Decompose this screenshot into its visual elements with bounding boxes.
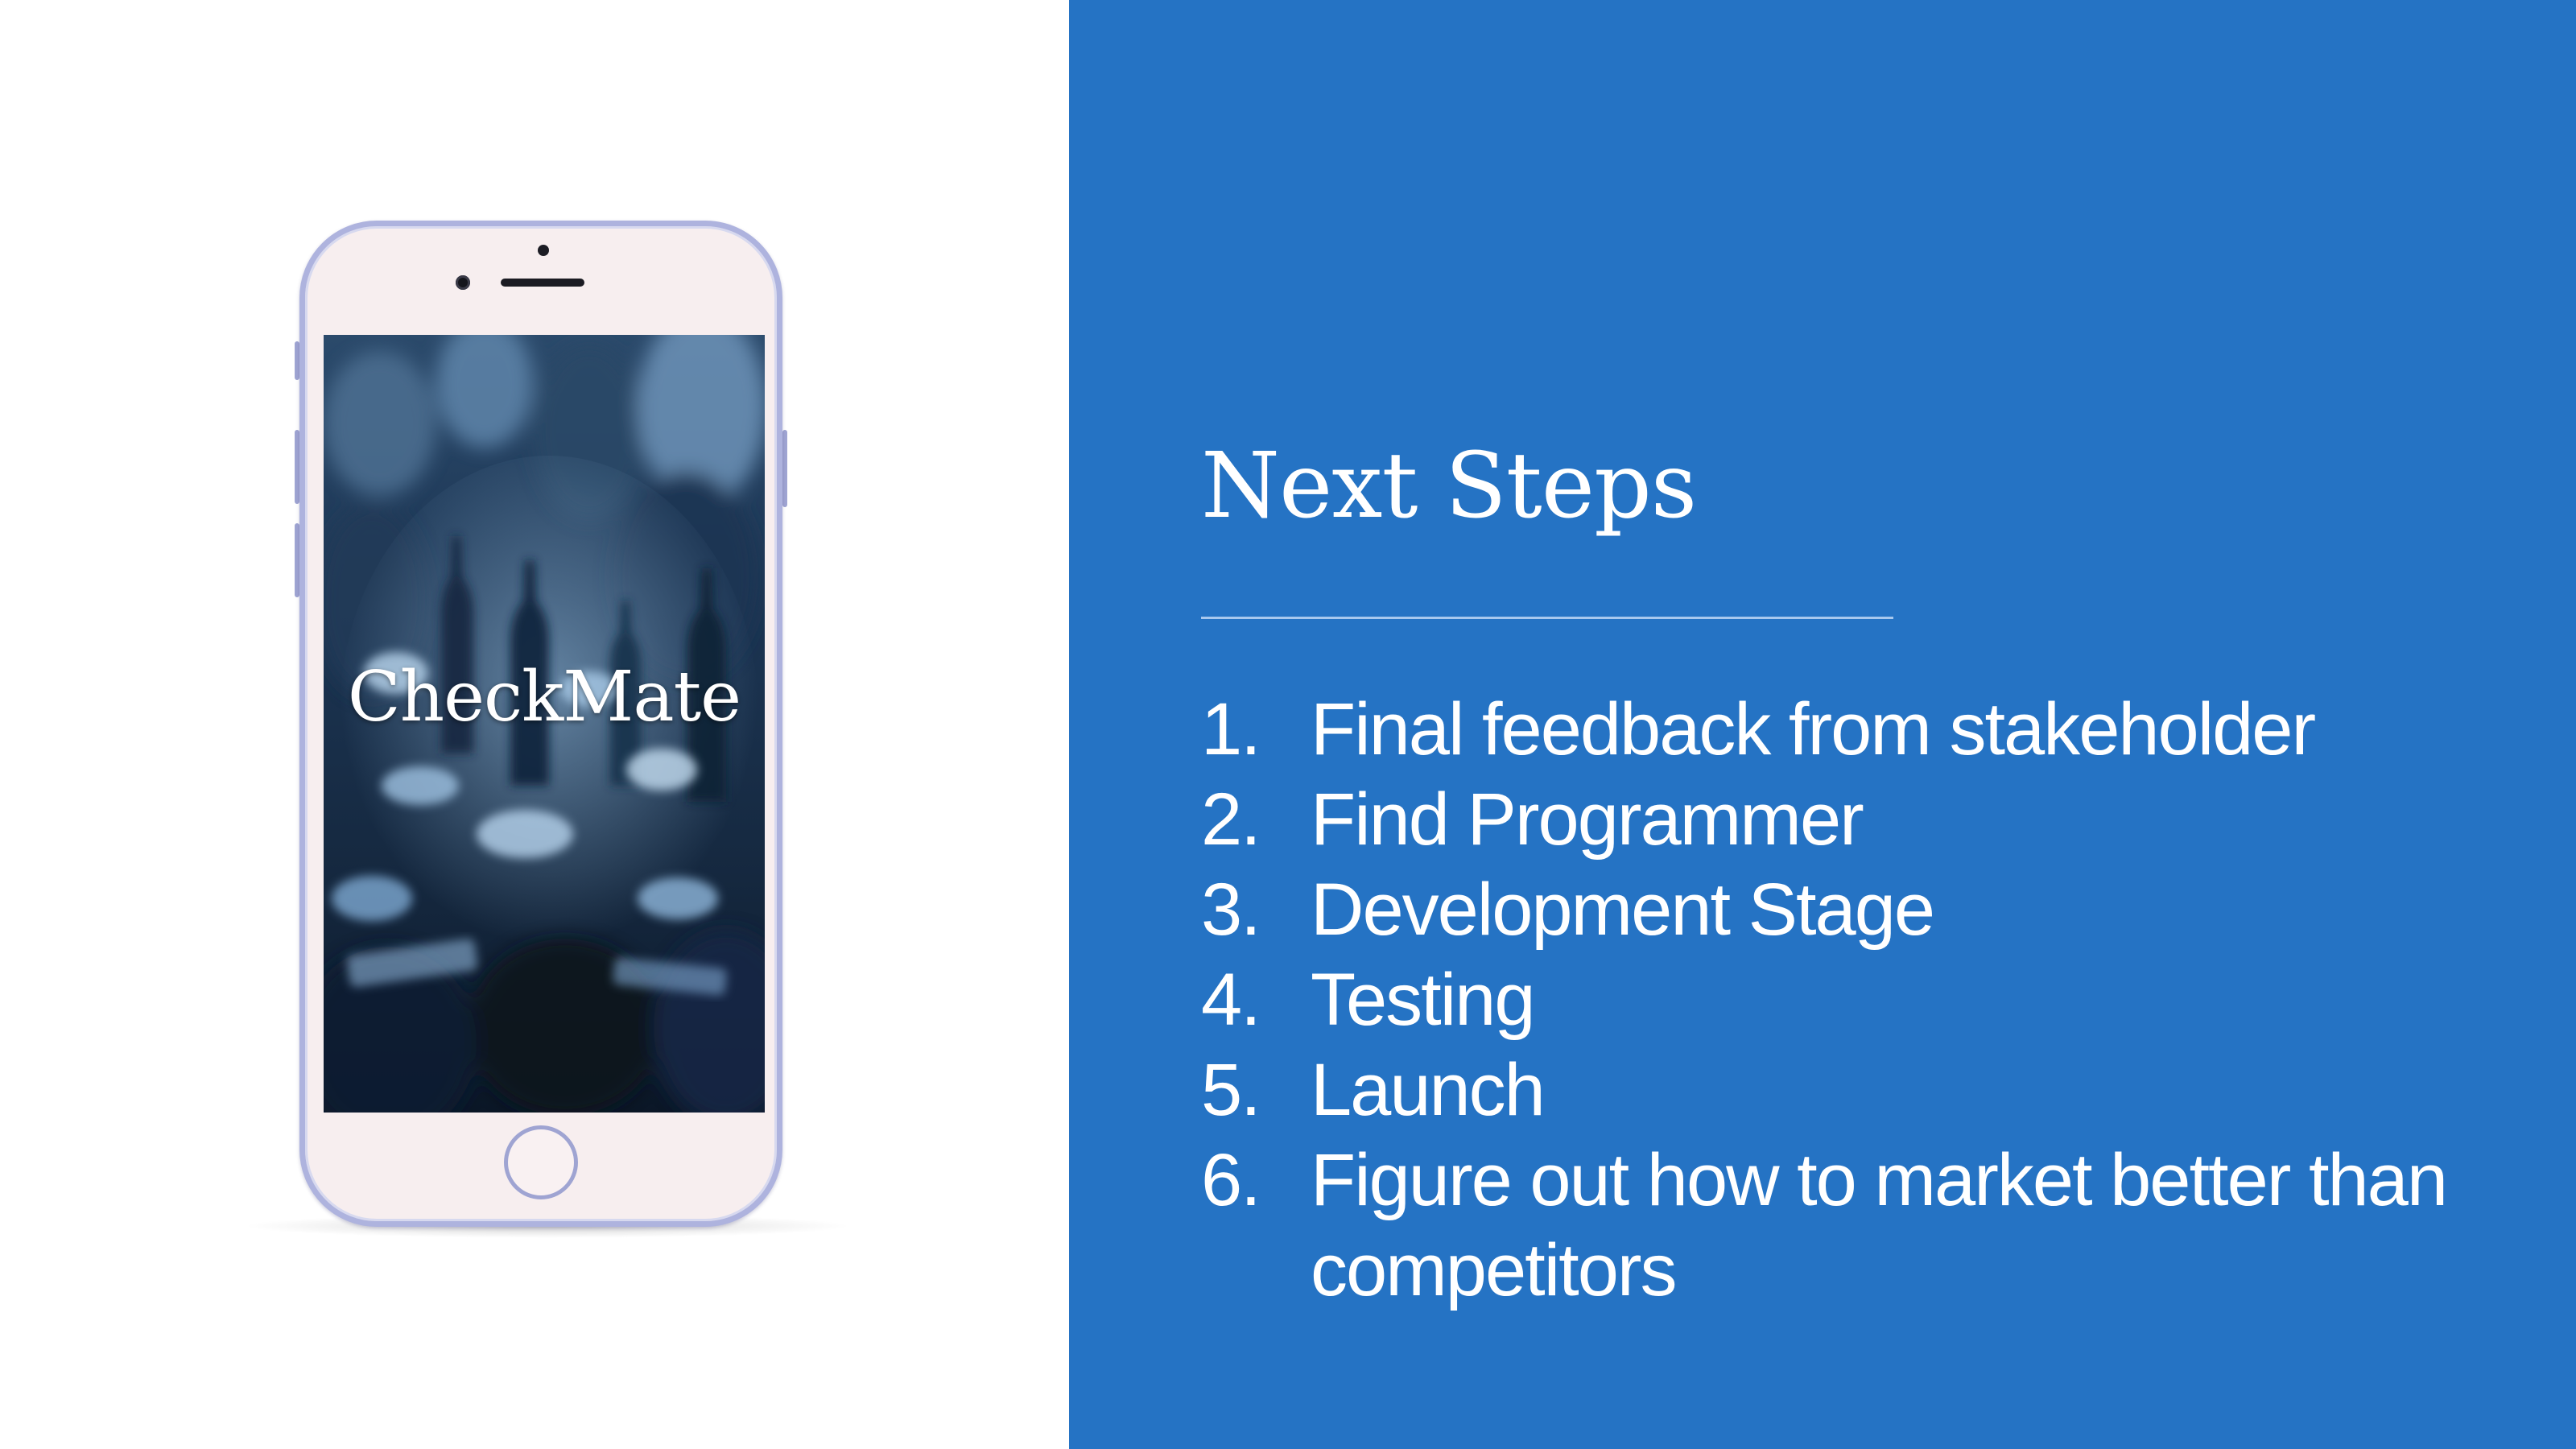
power-button	[782, 430, 787, 507]
step-number: 2.	[1201, 778, 1261, 861]
volume-down-button	[295, 523, 299, 597]
step-number: 3.	[1201, 869, 1261, 951]
list-item: 5. Launch	[1201, 1045, 2457, 1135]
list-item: 4. Testing	[1201, 955, 2457, 1045]
steps-list: 1. Final feedback from stakeholder 2. Fi…	[1201, 684, 2457, 1315]
step-text: Figure out how to market better than com…	[1311, 1139, 2448, 1311]
title-divider	[1201, 617, 1893, 619]
mute-switch	[295, 341, 299, 380]
camera-icon	[538, 245, 549, 256]
content-panel	[1069, 0, 2576, 1449]
home-button	[504, 1125, 578, 1199]
app-name-title: CheckMate	[347, 657, 741, 737]
step-number: 1.	[1201, 688, 1261, 770]
step-text: Final feedback from stakeholder	[1311, 688, 2316, 770]
list-item: 3. Development Stage	[1201, 865, 2457, 955]
step-text: Launch	[1311, 1049, 1546, 1131]
front-sensor-icon	[456, 275, 470, 290]
step-number: 6.	[1201, 1139, 1261, 1221]
step-text: Testing	[1311, 959, 1536, 1041]
earpiece-speaker	[501, 279, 584, 287]
list-item: 1. Final feedback from stakeholder	[1201, 684, 2457, 774]
phone-screen: CheckMate	[324, 335, 765, 1113]
panel-title: Next Steps	[1201, 434, 1697, 539]
list-item: 6. Figure out how to market better than …	[1201, 1135, 2457, 1315]
step-text: Development Stage	[1311, 869, 1935, 951]
step-text: Find Programmer	[1311, 778, 1864, 861]
volume-up-button	[295, 430, 299, 504]
list-item: 2. Find Programmer	[1201, 774, 2457, 865]
step-number: 5.	[1201, 1049, 1261, 1131]
step-number: 4.	[1201, 959, 1261, 1041]
dinner-table-photo	[324, 335, 765, 1113]
